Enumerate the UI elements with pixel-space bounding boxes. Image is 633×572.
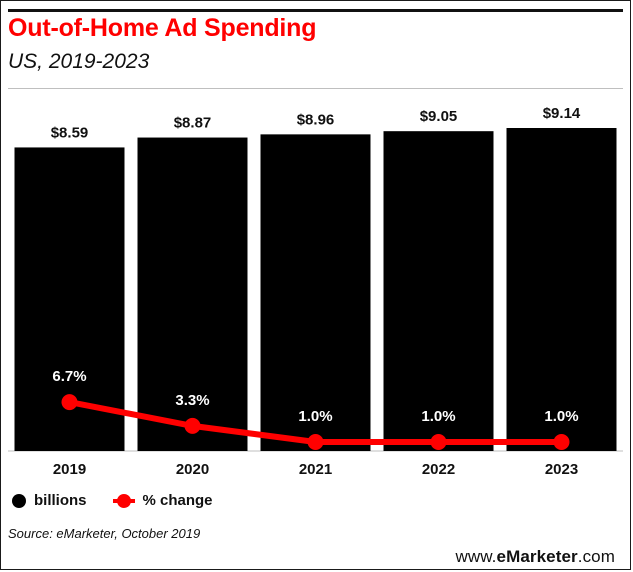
percent-change-label: 1.0% (298, 408, 332, 425)
brand-name: eMarketer (496, 547, 578, 566)
percent-change-label: 6.7% (52, 368, 86, 385)
percent-change-label: 3.3% (175, 392, 209, 409)
percent-change-point (61, 394, 78, 411)
bar-value-label: $8.59 (51, 124, 89, 141)
top-rule (8, 9, 623, 12)
bar-value-label: $9.14 (543, 105, 581, 122)
bar (137, 137, 248, 452)
chart-subtitle: US, 2019-2023 (8, 50, 150, 73)
footer-bar (8, 544, 623, 568)
percent-change-label: 1.0% (421, 408, 455, 425)
percent-change-point (307, 434, 324, 450)
legend-label-billions: billions (34, 492, 87, 509)
brand-prefix: www. (455, 547, 497, 566)
title-divider (8, 88, 623, 89)
brand-link[interactable]: www.eMarketer.com (455, 547, 615, 567)
x-tick-label: 2019 (53, 461, 86, 478)
bar-value-label: $9.05 (420, 108, 458, 125)
legend-label-percent-change: % change (142, 492, 213, 509)
bar (506, 128, 617, 451)
percent-change-point (553, 434, 570, 450)
percent-change-point (430, 434, 447, 450)
x-tick-label: 2023 (545, 461, 578, 478)
source-note: Source: eMarketer, October 2019 (8, 526, 201, 541)
legend: billions % change (12, 492, 239, 509)
bar (260, 134, 371, 451)
legend-item-billions: billions (12, 492, 87, 509)
legend-item-percent-change: % change (112, 492, 213, 509)
legend-line-dot-icon (112, 493, 135, 508)
bar-value-label: $8.96 (297, 111, 335, 128)
x-tick-label: 2021 (299, 461, 332, 478)
bar-value-label: $8.87 (174, 115, 212, 132)
legend-dot-icon (12, 493, 26, 508)
bar (383, 131, 494, 451)
brand-suffix: .com (577, 547, 615, 566)
chart-title: Out-of-Home Ad Spending (8, 14, 317, 42)
percent-change-point (184, 417, 201, 434)
x-tick-label: 2020 (176, 461, 209, 478)
x-tick-label: 2022 (422, 461, 455, 478)
percent-change-label: 1.0% (544, 408, 578, 425)
